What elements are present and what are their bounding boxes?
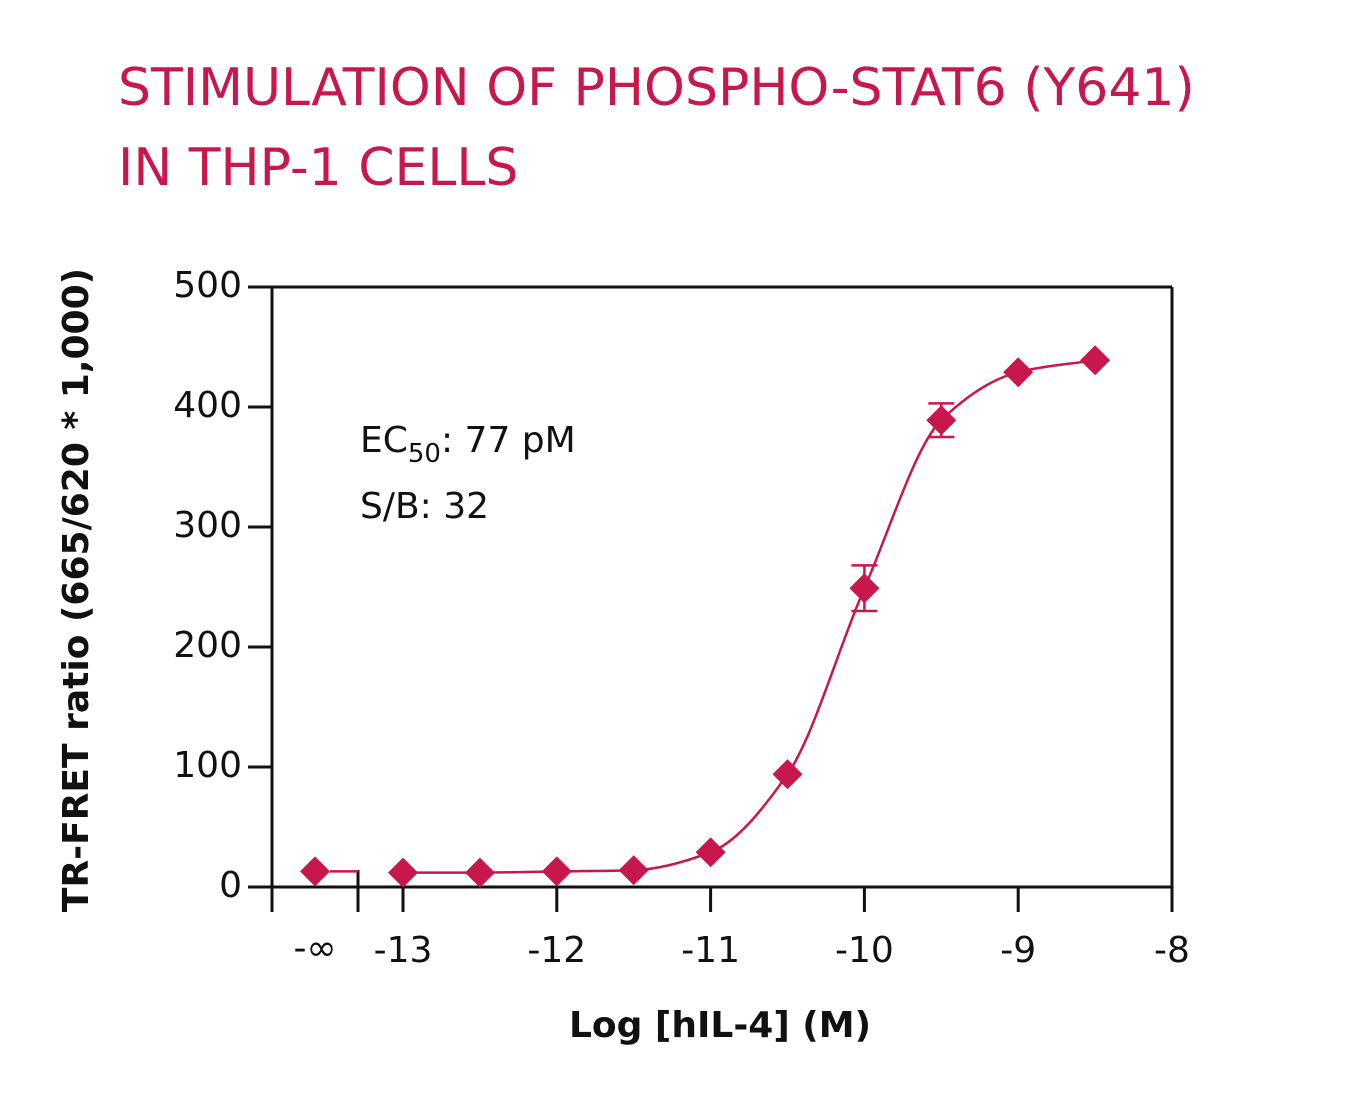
data-point: [300, 856, 330, 887]
x-tick-label: -∞: [294, 928, 337, 969]
x-tick-label: -10: [835, 930, 894, 971]
data-point: [388, 857, 418, 888]
data-point: [926, 405, 957, 436]
y-axis-label: TR-FRET ratio (665/620 * 1,000): [56, 268, 97, 912]
ec50-annotation: EC50: 77 pM: [360, 420, 576, 469]
data-point: [849, 573, 880, 604]
x-tick-label: -8: [1154, 930, 1190, 971]
y-tick-label: 500: [173, 265, 242, 306]
x-tick-label: -9: [1000, 930, 1036, 971]
data-point: [772, 759, 803, 790]
data-point: [464, 857, 495, 888]
y-tick-label: 100: [173, 745, 242, 786]
x-axis-label: Log [hIL-4] (M): [569, 1005, 871, 1046]
ec50-rest: : 77 pM: [441, 420, 576, 461]
y-tick-label: 400: [173, 385, 242, 426]
ec50-main: EC: [360, 420, 408, 461]
data-point: [1080, 345, 1111, 376]
chart-title: IN THP-1 CELLS: [118, 138, 518, 198]
data-point: [618, 855, 649, 886]
x-tick-label: -13: [374, 930, 433, 971]
x-tick-label: -11: [681, 930, 740, 971]
x-tick-label: -12: [527, 930, 586, 971]
y-tick-label: 0: [219, 865, 242, 906]
chart-title: STIMULATION OF PHOSPHO-STAT6 (Y641): [118, 58, 1195, 118]
sb-annotation: S/B: 32: [360, 486, 489, 527]
ec50-sub: 50: [408, 439, 441, 469]
data-point: [1003, 357, 1034, 388]
data-point: [695, 837, 726, 868]
y-tick-label: 200: [173, 625, 242, 666]
y-tick-label: 300: [173, 505, 242, 546]
data-point: [541, 856, 572, 887]
